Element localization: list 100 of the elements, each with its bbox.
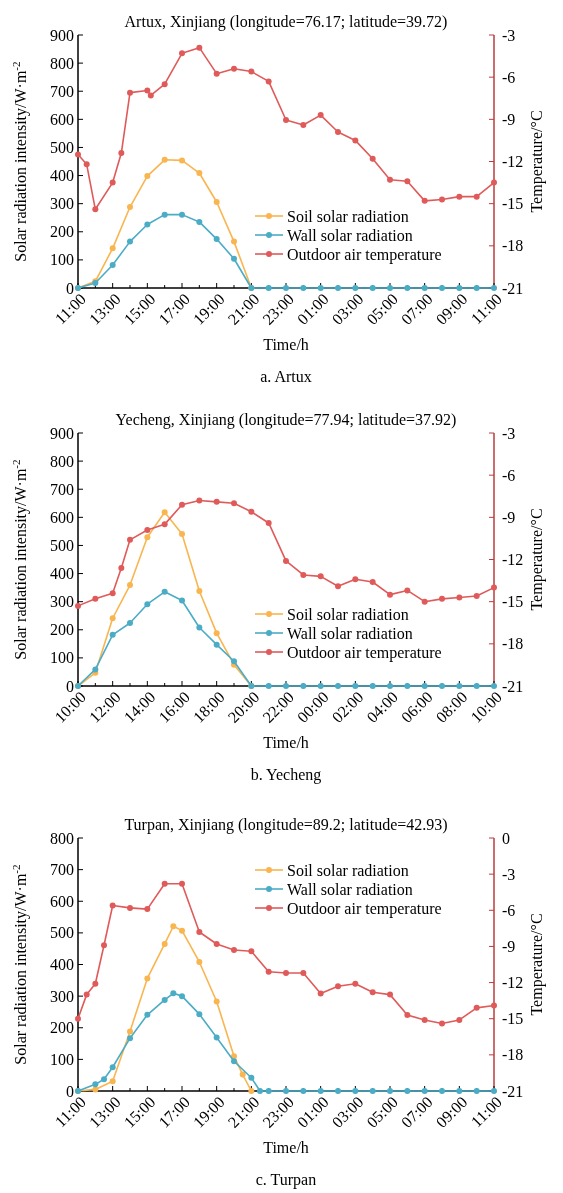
point — [248, 508, 255, 515]
y-tick-label: 400 — [50, 167, 74, 185]
y-tick-label: 700 — [50, 480, 74, 498]
y2-tick-label: -12 — [502, 153, 524, 171]
point — [300, 121, 307, 128]
y2-tick-label: -15 — [502, 1010, 524, 1028]
legend-label: Wall solar radiation — [287, 880, 413, 898]
point — [369, 155, 376, 162]
point — [439, 1020, 445, 1027]
point — [196, 928, 203, 935]
point — [213, 498, 220, 505]
point — [109, 615, 116, 622]
point — [231, 500, 237, 507]
point — [213, 236, 220, 243]
point — [439, 196, 445, 203]
legend-label: Soil solar radiation — [287, 207, 409, 225]
point — [144, 601, 151, 608]
point — [161, 211, 168, 218]
point — [179, 927, 185, 934]
point — [213, 998, 220, 1005]
point — [456, 1016, 463, 1023]
point — [144, 534, 151, 541]
point — [196, 44, 203, 51]
point — [179, 50, 185, 57]
x-axis-title: Time/h — [263, 336, 309, 353]
point — [161, 880, 168, 887]
point — [387, 176, 393, 183]
point — [248, 68, 255, 75]
point — [83, 161, 90, 168]
point — [109, 1078, 116, 1085]
point — [92, 595, 99, 602]
point — [109, 245, 116, 252]
point — [213, 70, 220, 77]
point — [456, 594, 463, 601]
y-tick-label: 700 — [50, 82, 74, 100]
point — [456, 193, 463, 200]
y2-tick-label: -3 — [502, 424, 516, 442]
y-tick-label: 400 — [50, 565, 74, 583]
y-tick-label: 800 — [50, 829, 74, 847]
point — [196, 624, 203, 631]
point — [161, 940, 168, 947]
y2-tick-label: -6 — [502, 901, 516, 919]
point — [83, 991, 90, 998]
point — [196, 170, 203, 177]
point — [404, 1012, 411, 1019]
y2-tick-label: -3 — [502, 865, 516, 883]
point — [491, 584, 497, 591]
point — [213, 941, 220, 948]
y-tick-label: 900 — [50, 424, 74, 442]
text: b. Yecheng — [250, 766, 322, 784]
point — [473, 593, 480, 600]
point — [196, 958, 203, 965]
point — [335, 983, 341, 990]
y2-tick-label: -18 — [502, 237, 524, 255]
point — [213, 1034, 220, 1041]
point — [213, 641, 220, 648]
chart-title: Yecheng, Xinjiang (longitude=77.94; latitude=37.92) — [115, 411, 457, 429]
point — [161, 521, 168, 528]
point — [170, 990, 177, 997]
point — [421, 598, 428, 605]
y-tick-label: 800 — [50, 452, 74, 470]
point — [75, 151, 81, 158]
y-tick-label: 800 — [50, 54, 74, 72]
y-tick-label: 0 — [66, 677, 74, 695]
y-tick-label: 300 — [50, 195, 74, 213]
y2-tick-label: -21 — [502, 1082, 524, 1100]
y2-tick-label: 0 — [502, 829, 510, 847]
y2-tick-label: -6 — [502, 466, 516, 484]
point — [109, 631, 116, 638]
point — [127, 536, 133, 543]
point — [144, 173, 151, 180]
legend-label: Outdoor air temperature — [287, 245, 442, 264]
point — [118, 150, 125, 157]
point — [352, 576, 359, 583]
point — [179, 501, 185, 508]
point — [335, 583, 341, 590]
x-axis-title: Time/h — [263, 734, 309, 751]
y2-tick-label: -12 — [502, 974, 524, 992]
y-tick-label: 500 — [50, 537, 74, 555]
point — [179, 530, 185, 537]
point — [179, 993, 185, 1000]
y-tick-label: 500 — [50, 139, 74, 157]
point — [473, 1004, 480, 1011]
point — [196, 1011, 203, 1018]
point — [257, 1088, 263, 1094]
point — [491, 1002, 497, 1009]
y-tick-label: 0 — [66, 279, 74, 297]
point — [101, 1076, 107, 1083]
point — [127, 204, 133, 211]
legend-label: Soil solar radiation — [287, 605, 409, 623]
y2-tick-label: -21 — [502, 677, 524, 695]
point — [144, 1011, 151, 1018]
x-axis-title: Time/h — [263, 1139, 309, 1156]
point — [179, 597, 185, 604]
y-tick-label: 100 — [50, 649, 74, 667]
point — [127, 1035, 133, 1042]
point — [473, 193, 480, 200]
point — [439, 595, 445, 602]
point — [421, 1016, 428, 1023]
legend-label: Outdoor air temperature — [287, 643, 442, 662]
